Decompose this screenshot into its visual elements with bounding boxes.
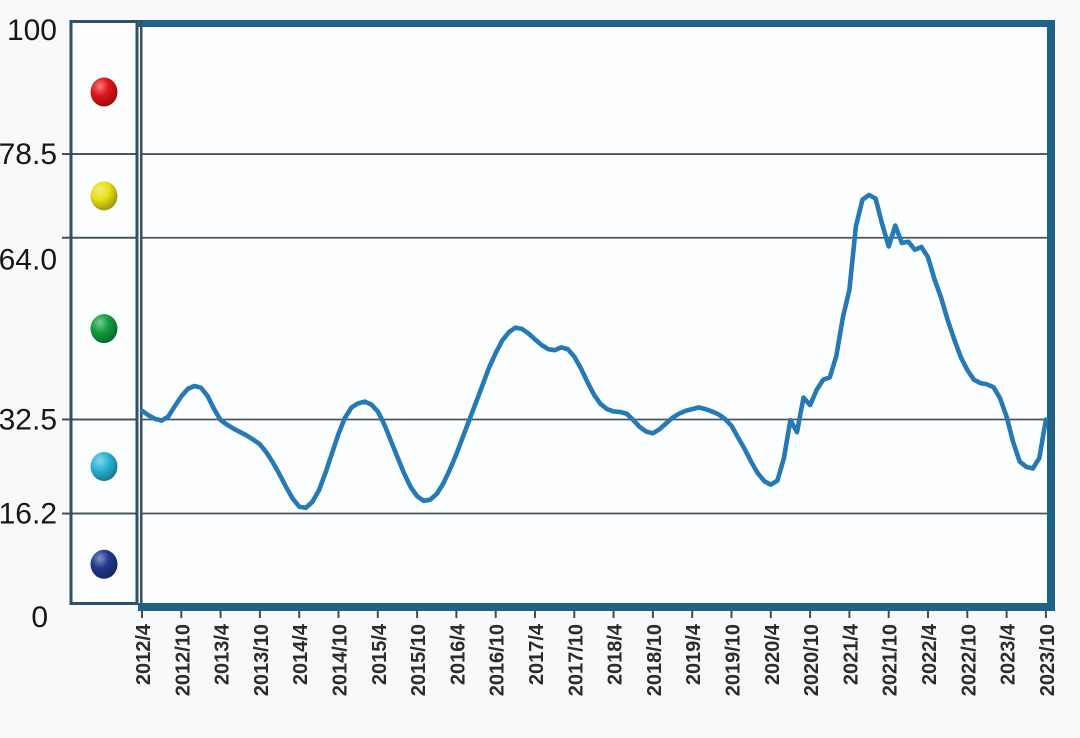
x-axis-label: 2019/10	[723, 624, 745, 696]
y-axis-label: 64.0	[0, 244, 57, 277]
x-axis-label: 2023/4	[998, 623, 1020, 685]
x-axis-label: 2016/4	[447, 623, 469, 685]
dark-blue-ball	[90, 549, 118, 579]
x-axis-label: 2019/4	[683, 623, 705, 685]
x-axis-label: 2015/4	[369, 623, 391, 685]
y-axis-label: 16.2	[0, 498, 57, 531]
y-axis-label: 100	[7, 14, 57, 47]
green-ball	[90, 314, 118, 344]
plot-top-border	[138, 20, 1055, 27]
x-axis-label: 2016/10	[487, 624, 509, 696]
x-axis-label: 2022/10	[958, 624, 980, 696]
trend-line	[139, 192, 1049, 511]
y-axis-label: 78.5	[0, 138, 57, 171]
plot-right-border	[1047, 20, 1055, 609]
x-axis-label: 2021/4	[840, 623, 862, 685]
x-axis-label: 2013/4	[212, 623, 234, 685]
plot-area	[141, 20, 1055, 611]
x-axis-line	[138, 603, 1055, 611]
x-axis-label: 2020/10	[801, 624, 823, 696]
x-axis-label: 2021/10	[880, 624, 902, 696]
yellow-ball	[90, 181, 118, 211]
y-axis-label: 32.5	[0, 403, 57, 436]
light-blue-ball	[90, 452, 118, 482]
x-axis-label: 2022/4	[919, 623, 941, 685]
red-ball	[90, 77, 118, 107]
x-axis-label: 2015/10	[408, 624, 430, 696]
x-axis-label: 2014/10	[330, 624, 352, 696]
x-axis-label: 2017/4	[526, 623, 548, 685]
y-axis-line	[140, 20, 143, 603]
x-axis-label: 2017/10	[565, 624, 587, 696]
x-axis-label: 2013/10	[251, 624, 273, 696]
x-axis-label: 2012/10	[172, 624, 194, 696]
x-axis-label: 2018/4	[605, 623, 627, 685]
x-axis-label: 2018/10	[644, 624, 666, 696]
legend-column-frame	[69, 20, 139, 605]
x-axis-label: 2014/4	[290, 623, 312, 685]
x-axis-label: 2012/4	[133, 623, 155, 685]
y-axis-label: 0	[31, 601, 48, 634]
x-axis-label: 2020/4	[762, 623, 784, 685]
x-axis-label: 2023/10	[1037, 624, 1059, 696]
legend-column-area	[70, 20, 138, 604]
